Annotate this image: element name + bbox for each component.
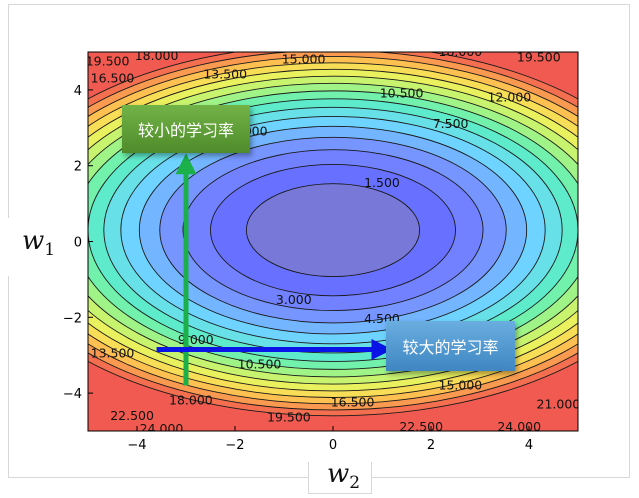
contour-label: 1.500 [364,175,400,190]
contour-label: 18.000 [439,44,483,59]
contour-line [88,90,578,370]
x-axis-label: w2 [327,459,361,494]
contour-line [88,52,578,417]
contour-label: 9.000 [178,332,214,347]
figure-left-tab [0,218,12,276]
contour-label: 7.500 [433,116,469,131]
contour-labels: 1.5003.0004.5007.5009.0009.00010.50010.5… [86,44,581,436]
x-tick-label: 0 [329,438,337,453]
contour-line [88,82,578,378]
contour-label: 16.500 [91,71,135,86]
large-learning-rate-label: 较大的学习率 [402,338,499,357]
y-tick-label: 0 [74,236,82,251]
contour-label: 13.500 [203,67,247,82]
contour-label: 13.500 [91,345,135,360]
contour-line [88,62,578,398]
contour-label: 19.500 [267,410,311,425]
y-tick-label: −4 [63,387,82,402]
contour-line [88,68,578,392]
contour-label: 24.000 [140,421,184,436]
y-axis-label: w1 [22,226,56,261]
y-tick-label: 4 [74,84,82,99]
contour-label: 21.000 [537,396,581,411]
contour-label: 19.500 [86,53,130,68]
y-tick-label: −2 [63,311,82,326]
large-learning-rate-callout: 较大的学习率 [386,321,515,371]
contour-fills [88,52,578,431]
contour-lines [88,52,578,417]
y-tick-label: 2 [74,160,82,175]
arrows [156,153,393,386]
contour-line [245,183,421,277]
contour-label: 10.500 [238,357,282,372]
x-tick-label: 4 [525,438,533,453]
contour-line [88,75,578,385]
contour-line [88,56,578,405]
contour-label: 19.500 [517,50,561,65]
contour-label: 12.000 [488,89,532,104]
contour-line [88,52,578,411]
contour-band [246,183,420,277]
contour-label: 15.000 [282,52,326,67]
x-axis-ticks: −4 −2 0 2 4 [127,426,533,453]
contour-label: 22.500 [399,419,443,434]
contour-line [120,115,546,345]
x-tick-label: 2 [427,438,435,453]
y-axis-ticks: −4 −2 0 2 4 [63,84,93,402]
x-tick-label: −4 [127,438,146,453]
contour-label: 3.000 [276,292,312,307]
contour-label: 22.500 [110,408,154,423]
contour-line [88,98,578,362]
contour-label: 10.500 [380,86,424,101]
contour-line [182,149,484,311]
contour-label: 24.000 [497,419,541,434]
figure-bottom-tab [308,462,372,494]
contour-label: 16.500 [331,395,375,410]
contour-label: 18.000 [169,393,213,408]
contour-label: 18.000 [135,48,179,63]
contour-line [103,106,563,354]
contour-line [159,136,507,324]
contour-line [138,125,528,335]
small-learning-rate-label: 较小的学习率 [137,121,234,140]
x-tick-label: −2 [225,438,244,453]
small-learning-rate-callout: 较小的学习率 [122,105,250,153]
contour-line [210,164,456,297]
contour-label: 15.000 [439,378,483,393]
